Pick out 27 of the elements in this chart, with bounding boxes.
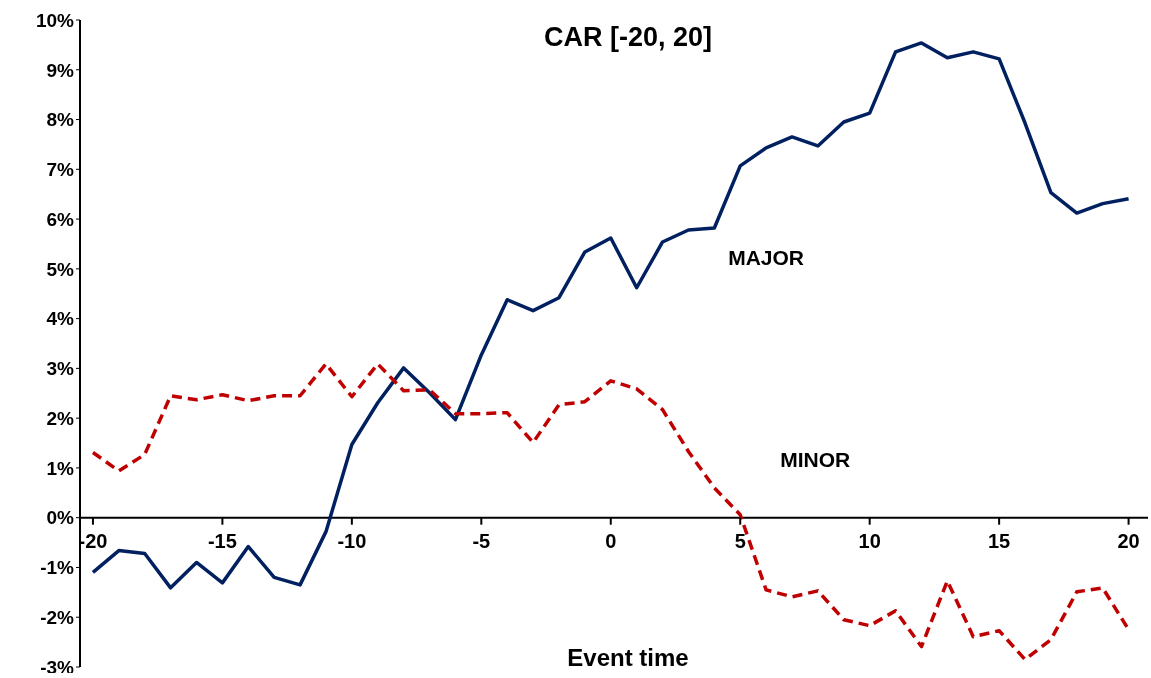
x-axis-title: Event time: [566, 644, 690, 672]
y-tick-label: 1%: [46, 457, 75, 479]
x-tick-label: 10: [858, 529, 881, 552]
y-tick-label: -3%: [40, 656, 75, 678]
y-tick-label: 10%: [35, 9, 75, 31]
y-tick-label: 3%: [46, 358, 75, 380]
y-tick-label: 0%: [46, 507, 75, 529]
y-tick-label: -2%: [40, 606, 75, 628]
x-tick-label: -15: [207, 529, 237, 552]
series-label: MAJOR: [728, 245, 805, 269]
x-tick-label: -5: [472, 529, 491, 552]
y-tick-label: -1%: [40, 557, 75, 579]
y-tick-label: 6%: [46, 208, 75, 230]
text: MINOR: [780, 447, 851, 471]
x-tick-label: 5: [734, 529, 746, 552]
x-tick-label: 15: [988, 529, 1011, 552]
y-tick-label: 9%: [46, 59, 75, 81]
y-tick-label: 8%: [46, 109, 75, 131]
x-tick-label: 20: [1117, 529, 1140, 552]
y-tick-label: 4%: [46, 308, 75, 330]
y-tick-label: 5%: [46, 258, 75, 280]
y-tick-label: 7%: [46, 159, 75, 181]
chart-title: CAR [-20, 20]: [542, 22, 713, 53]
x-tick-label: -10: [337, 529, 367, 552]
y-tick-label: 2%: [46, 407, 75, 429]
x-tick-label: -20: [78, 529, 108, 552]
x-tick-label: 0: [605, 529, 617, 552]
